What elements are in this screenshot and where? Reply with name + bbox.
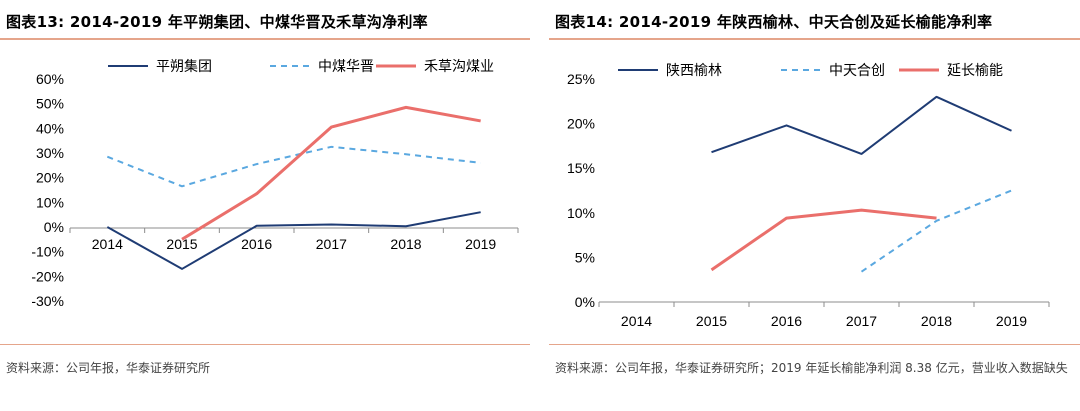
x-tick-label: 2014 bbox=[92, 236, 123, 252]
y-tick-label: 15% bbox=[567, 160, 595, 176]
legend-label: 中天合创 bbox=[829, 62, 885, 78]
x-tick-label: 2016 bbox=[771, 313, 802, 329]
y-tick-label: 40% bbox=[36, 120, 64, 136]
x-tick-label: 2019 bbox=[996, 313, 1027, 329]
x-tick-label: 2017 bbox=[846, 313, 877, 329]
legend-label: 延长榆能 bbox=[947, 62, 1003, 78]
series-line-2 bbox=[106, 145, 481, 188]
y-tick-label: 0% bbox=[44, 219, 64, 235]
series-line-1 bbox=[711, 95, 1012, 155]
x-tick-label: 2017 bbox=[316, 236, 347, 252]
series-line-1 bbox=[106, 211, 481, 270]
source-rule bbox=[549, 344, 1080, 345]
y-tick-label: 60% bbox=[36, 71, 64, 87]
y-tick-label: -30% bbox=[31, 293, 64, 309]
line-chart: 25% 20% 15% 10% 5% 0% 2014 2015 2016 2017 2018 2019… bbox=[567, 62, 1050, 329]
x-tick-label: 2019 bbox=[465, 236, 496, 252]
chart-panel-right: 图表14: 2014-2019 年陕西榆林、中天合创及延长榆能净利率 25% 20… bbox=[549, 0, 1080, 411]
x-tick-label: 2015 bbox=[166, 236, 197, 252]
y-tick-label: 20% bbox=[567, 116, 595, 132]
x-tick-label: 2018 bbox=[921, 313, 952, 329]
y-tick-label: 30% bbox=[36, 145, 64, 161]
legend-label: 中煤华晋 bbox=[318, 58, 374, 74]
source-note: 资料来源：公司年报，华泰证券研究所 bbox=[6, 361, 211, 375]
y-tick-label: 5% bbox=[575, 249, 595, 265]
line-chart: 60% 50% 40% 30% 20% 10% 0% -10% -20% -30% 2014 2015… bbox=[31, 58, 519, 309]
title-rule bbox=[0, 38, 530, 40]
y-tick-label: 20% bbox=[36, 170, 64, 186]
y-tick-label: 0% bbox=[575, 294, 595, 310]
title-rule bbox=[549, 38, 1080, 40]
y-tick-label: 50% bbox=[36, 96, 64, 112]
chart-panel-left: 图表13: 2014-2019 年平朔集团、中煤华晋及禾草沟净利率 60% 50%… bbox=[0, 0, 530, 411]
x-tick-label: 2014 bbox=[621, 313, 652, 329]
x-tick-label: 2018 bbox=[390, 236, 421, 252]
y-tick-label: -10% bbox=[31, 244, 64, 260]
legend-label: 平朔集团 bbox=[156, 58, 212, 74]
chart-title: 图表14: 2014-2019 年陕西榆林、中天合创及延长榆能净利率 bbox=[555, 13, 993, 31]
source-rule bbox=[0, 344, 530, 345]
source-note: 资料来源：公司年报，华泰证券研究所；2019 年延长榆能净利润 8.38 亿元，… bbox=[555, 361, 1068, 375]
y-tick-label: 10% bbox=[36, 194, 64, 210]
x-tick-label: 2015 bbox=[696, 313, 727, 329]
legend-label: 禾草沟煤业 bbox=[424, 58, 494, 74]
series-line-3 bbox=[181, 105, 481, 241]
y-tick-label: -20% bbox=[31, 268, 64, 284]
series-line-2 bbox=[860, 189, 1012, 273]
chart-title: 图表13: 2014-2019 年平朔集团、中煤华晋及禾草沟净利率 bbox=[6, 13, 428, 31]
y-tick-label: 25% bbox=[567, 71, 595, 87]
y-tick-label: 10% bbox=[567, 205, 595, 221]
legend-label: 陕西榆林 bbox=[666, 62, 722, 78]
x-tick-label: 2016 bbox=[241, 236, 272, 252]
series-line-3 bbox=[710, 208, 937, 272]
